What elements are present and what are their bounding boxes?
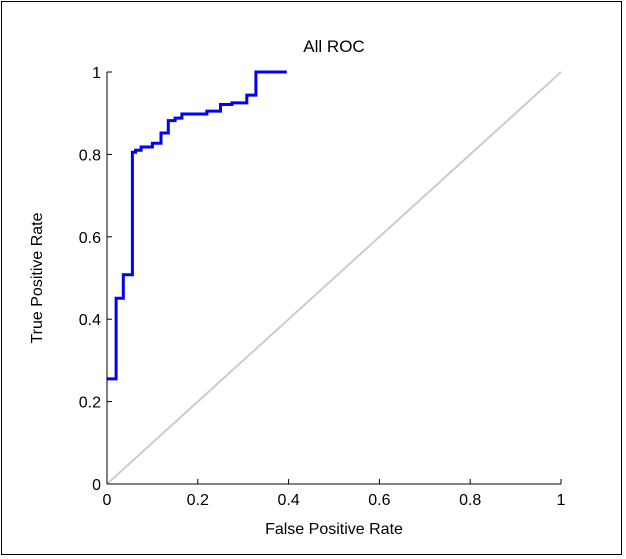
roc-curve-line	[107, 70, 287, 381]
x-tick-label: 0.2	[187, 492, 209, 509]
x-axis-title: False Positive Rate	[265, 521, 403, 538]
y-tick-label: 1	[92, 65, 101, 82]
y-tick-label: 0.4	[79, 312, 101, 329]
y-tick-label: 0.6	[79, 230, 101, 247]
axes-layer	[106, 72, 561, 485]
chart-title: All ROC	[303, 37, 364, 56]
x-tick-label: 0.4	[277, 492, 299, 509]
x-tick-label: 0.6	[368, 492, 390, 509]
x-tick-label: 0.8	[459, 492, 481, 509]
ticks-layer: 0 0.2 0.4 0.6 0.8 1 0 0.2 0.4 0.6 0.8 1	[79, 65, 566, 509]
y-tick-label: 0.8	[79, 147, 101, 164]
y-tick-label: 0	[92, 477, 101, 494]
series-layer	[106, 70, 562, 485]
y-tick-label: 0.2	[79, 395, 101, 412]
y-axis-title: True Positive Rate	[29, 212, 46, 343]
x-tick-label: 0	[103, 492, 112, 509]
diagonal-reference-line	[106, 71, 562, 485]
x-tick-label: 1	[557, 492, 566, 509]
